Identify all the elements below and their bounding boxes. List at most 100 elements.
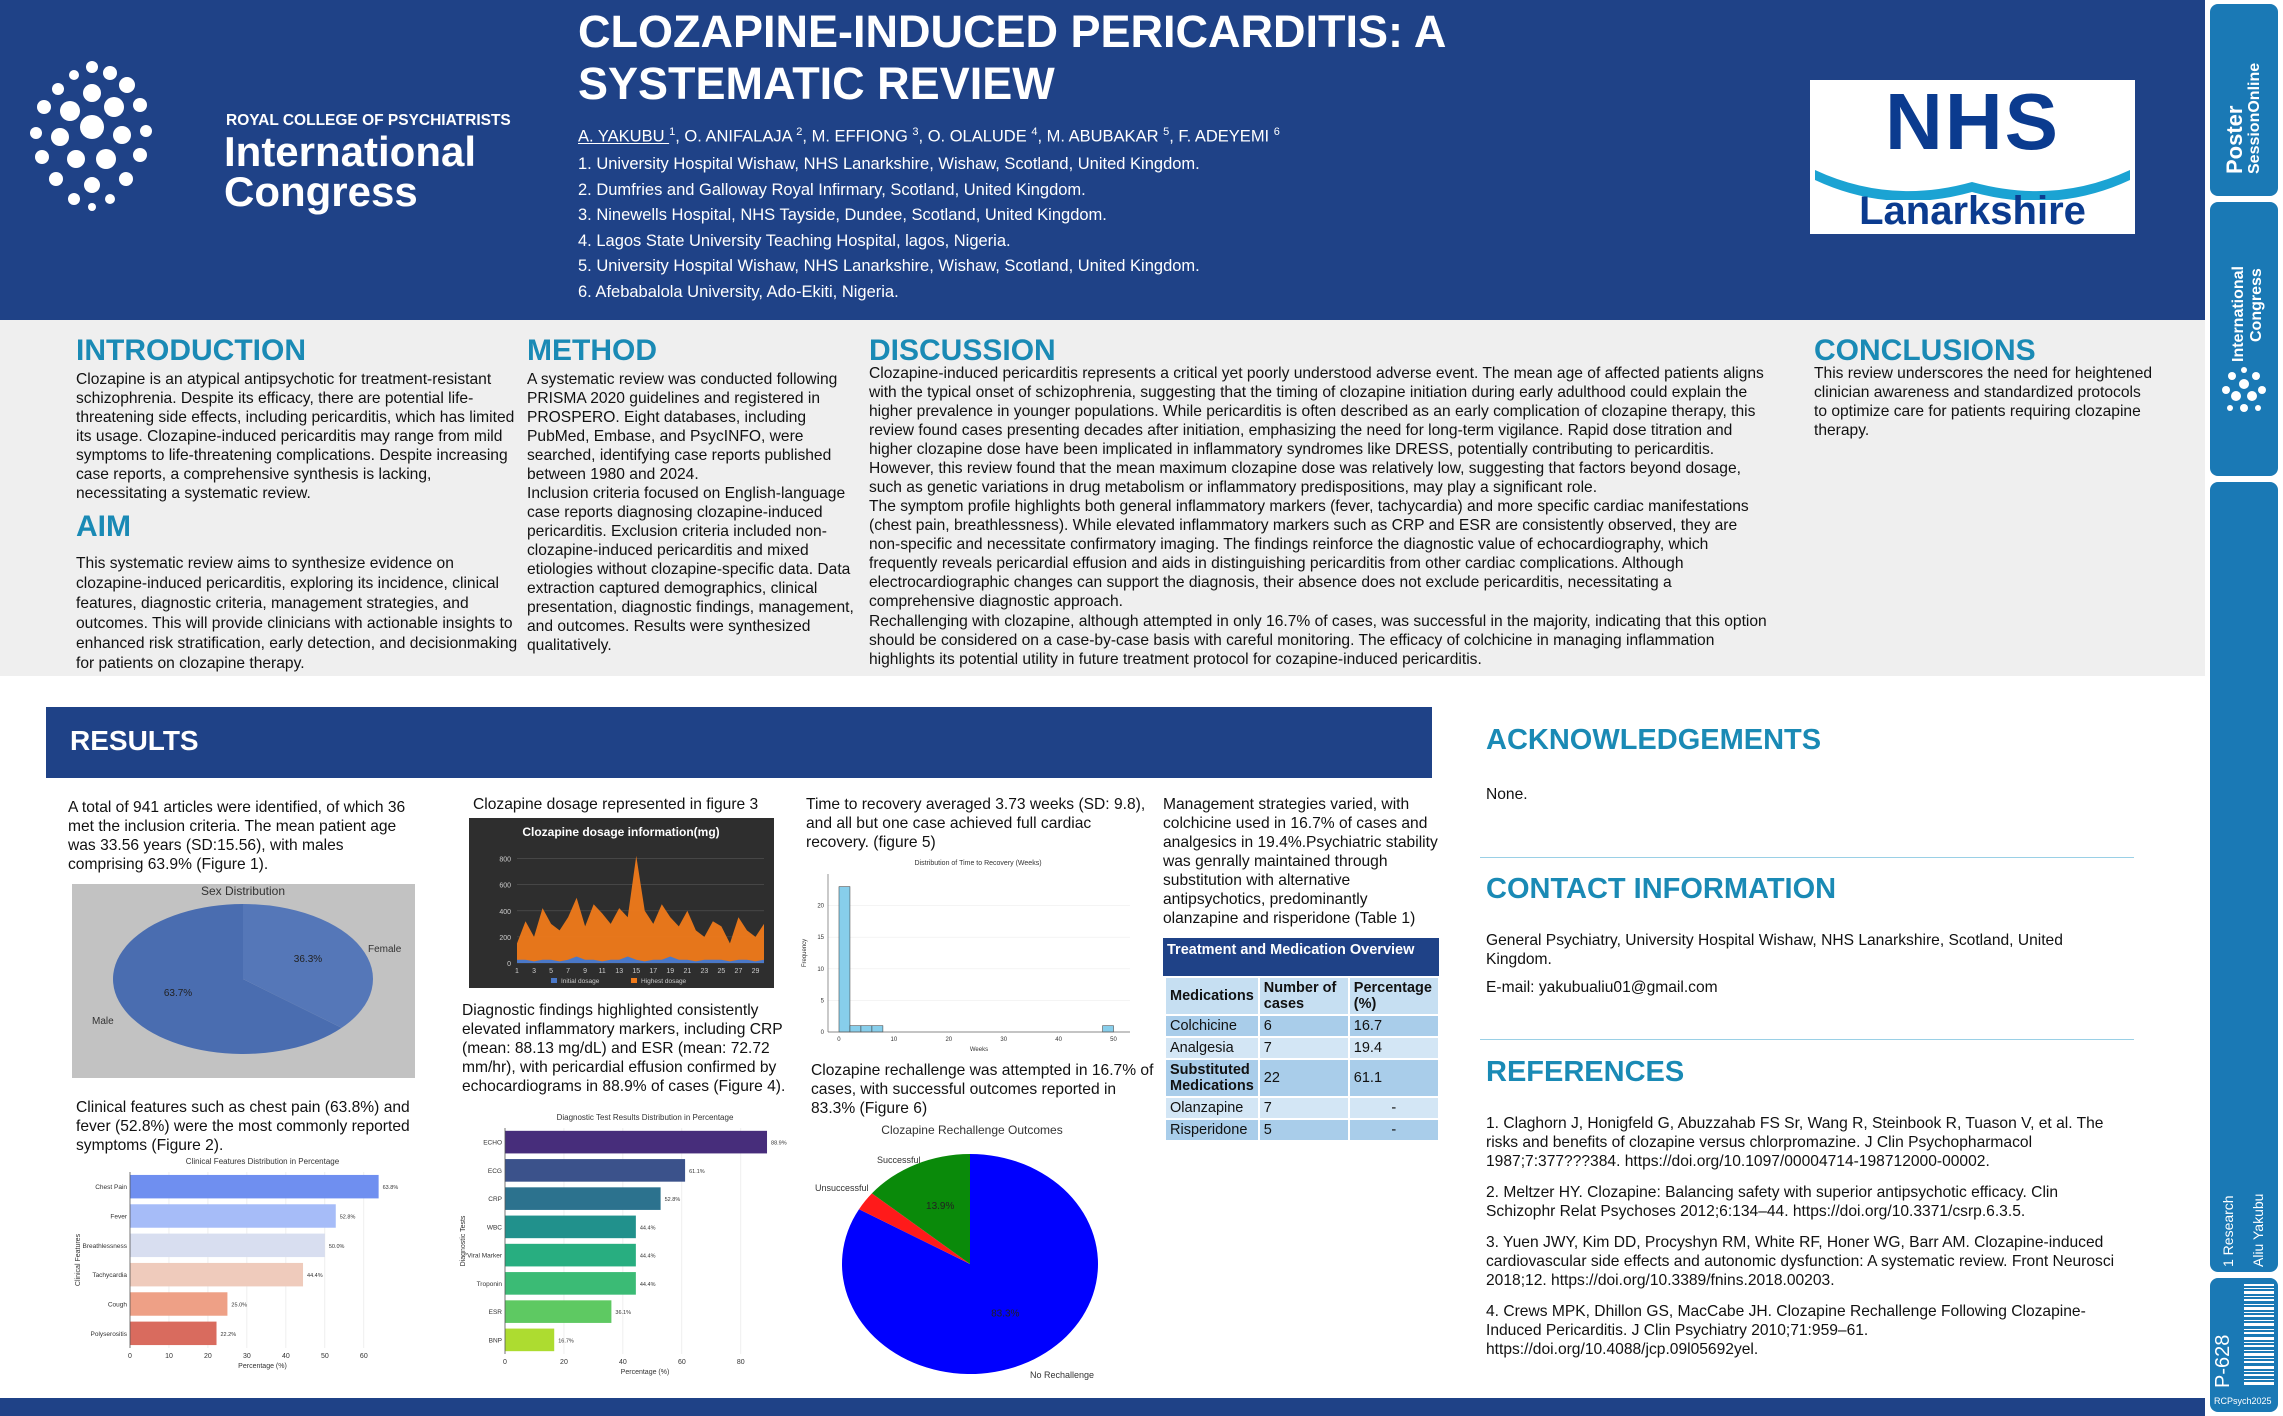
med-table-cell: Risperidone [1166, 1120, 1258, 1140]
diagnostic-bar [505, 1272, 636, 1295]
contact-email[interactable]: E-mail: yakubualiu01@gmail.com [1486, 979, 1718, 996]
author-affiliation-number: 5 [1163, 126, 1170, 138]
divider [1480, 1039, 2134, 1040]
recovery-y-tick: 0 [821, 1030, 825, 1036]
sidebar-tab1-line2: SessionOnline [2246, 62, 2263, 174]
clinical-category-label: Cough [108, 1302, 128, 1309]
clinical-y-axis-label: Clinical Features [75, 1233, 82, 1286]
results-sex-text: A total of 941 articles were identified,… [68, 799, 406, 873]
recovery-bar [838, 886, 851, 1033]
med-table-title: Treatment and Medication Overview [1167, 942, 1415, 958]
diagnostic-category-label: ECG [488, 1168, 502, 1175]
diagnostic-tests-svg: Diagnostic Test Results Distribution in … [460, 1113, 787, 1376]
diagnostic-bar [505, 1130, 768, 1154]
discussion-text-p2: The symptom profile highlights both gene… [869, 498, 1749, 610]
sidebar-tab-postersession[interactable]: Poster SessionOnline [2210, 4, 2278, 196]
sidebar-congress-logo-icon [2222, 367, 2266, 412]
author-affiliation-number: 2 [796, 126, 803, 138]
dosage-x-tick: 13 [615, 968, 623, 975]
sex-slice-label: 63.7% [164, 988, 192, 999]
author-name: , O. ANIFALAJA [675, 127, 797, 146]
med-table-cell: 7 [1259, 1098, 1348, 1118]
clinical-data-label: 25.0% [231, 1303, 247, 1309]
nhs-logo-region: Lanarkshire [1859, 189, 2086, 233]
logo-title-international: International [224, 128, 477, 175]
sidebar-tab-main: 1 Research Aliu Yakubu [2210, 482, 2278, 1272]
dosage-y-tick: 600 [499, 883, 511, 890]
clinical-data-label: 22.2% [221, 1332, 237, 1338]
rechallenge-legend-successful: Successful [877, 1155, 921, 1165]
author-name: , O. OLALUDE [918, 127, 1032, 146]
nhs-wave-icon [1815, 170, 2130, 200]
time-to-recovery-chart: Distribution of Time to Recovery (Weeks)… [778, 856, 1143, 1056]
diagnostic-data-label: 61.1% [689, 1169, 705, 1175]
introduction-title: INTRODUCTION [76, 334, 306, 367]
reference-item: 2. Meltzer HY. Clozapine: Balancing safe… [1486, 1184, 2059, 1220]
med-table-cell: - [1349, 1120, 1438, 1140]
dosage-legend-swatch [631, 978, 637, 983]
diagnostic-bar [505, 1159, 686, 1182]
sex-chart-title: Sex Distribution [201, 884, 285, 898]
reference-item: 1. Claghorn J, Honigfeld G, Abuzzahab FS… [1486, 1115, 2104, 1170]
dosage-x-tick: 17 [649, 968, 657, 975]
clinical-x-tick: 50 [321, 1353, 329, 1360]
author-name: A. YAKUBU [578, 127, 670, 146]
sidebar-tab2-line1: International [2230, 265, 2247, 362]
recovery-y-tick: 5 [821, 998, 825, 1004]
sidebar-tab-congress[interactable]: International Congress [2210, 202, 2278, 476]
diagnostic-bar [505, 1215, 636, 1239]
logo-title-congress: Congress [224, 168, 418, 215]
references-list: 1. Claghorn J, Honigfeld G, Abuzzahab FS… [1486, 1114, 2126, 1371]
med-table-cell: 22 [1259, 1060, 1348, 1096]
divider [1480, 857, 2134, 858]
author-name: , M. EFFIONG [802, 127, 913, 146]
diagnostic-data-label: 52.8% [665, 1197, 681, 1203]
diagnostic-x-tick: 0 [503, 1359, 507, 1366]
recovery-bar [860, 1025, 873, 1033]
dosage-series-area [517, 855, 764, 963]
discussion-text-p3: Rechallenging with clozapine, although a… [869, 613, 1767, 668]
clozapine-dosage-svg: Clozapine dosage information(mg) 0 200 400 6… [499, 825, 764, 985]
med-table-cell: 7 [1259, 1038, 1348, 1058]
rechallenge-chart-title: Clozapine Rechallenge Outcomes [881, 1123, 1062, 1137]
dosage-x-tick: 1 [515, 968, 519, 975]
diagnostic-x-tick: 60 [678, 1359, 686, 1366]
barcode-icon [2244, 1284, 2274, 1385]
sidebar-poster-id: P-628 [2212, 1334, 2234, 1388]
affiliation-item: 6. Afebabalola University, Ado-Ekiti, Ni… [578, 282, 899, 301]
recovery-x-tick: 20 [945, 1037, 952, 1043]
affiliation-item: 5. University Hospital Wishaw, NHS Lanar… [578, 257, 1200, 276]
diagnostic-y-axis-label: Diagnostic Tests [460, 1215, 467, 1266]
med-table-cell: 6 [1259, 1016, 1348, 1036]
med-table-header-cell: Percentage (%) [1349, 978, 1438, 1014]
recovery-y-axis-label: Frequency [802, 939, 808, 967]
sex-slice [243, 904, 373, 1028]
results-title: RESULTS [70, 725, 199, 756]
clinical-data-label: 50.0% [329, 1244, 345, 1250]
clinical-x-tick: 60 [360, 1353, 368, 1360]
recovery-x-tick: 10 [891, 1037, 898, 1043]
sex-legend-male: Male [92, 1016, 114, 1027]
dosage-y-tick: 200 [499, 935, 511, 942]
clinical-bar [130, 1321, 217, 1346]
references-title: REFERENCES [1486, 1056, 1685, 1088]
diagnostic-chart-title: Diagnostic Test Results Distribution in … [557, 1113, 734, 1122]
dosage-legend-swatch [551, 978, 557, 983]
time-to-recovery-svg: Distribution of Time to Recovery (Weeks)… [802, 860, 1130, 1053]
dosage-x-tick: 21 [683, 968, 691, 975]
dosage-x-tick: 19 [666, 968, 674, 975]
rechallenge-legend-none: No Rechallenge [1030, 1370, 1094, 1380]
dosage-chart-title: Clozapine dosage information(mg) [522, 825, 719, 839]
rechallenge-legend-unsuccessful: Unsuccessful [815, 1183, 869, 1193]
discussion-title: DISCUSSION [869, 334, 1056, 367]
clinical-bar [130, 1233, 325, 1258]
clinical-bar [130, 1174, 379, 1199]
rechallenge-slice-label: 13.9% [926, 1201, 954, 1212]
results-diagnostic-text: Diagnostic findings highlighted consiste… [462, 1002, 786, 1095]
logo-org-name: ROYAL COLLEGE OF PSYCHIATRISTS [226, 112, 511, 129]
clinical-data-label: 52.8% [340, 1215, 356, 1221]
poster-title-line1: CLOZAPINE-INDUCED PERICARDITIS: A [578, 6, 1447, 57]
rcpsych-logo-icon [30, 61, 152, 211]
results-header-bar [46, 707, 1432, 778]
results-dosage-text: Clozapine dosage represented in figure 3 [473, 796, 759, 813]
